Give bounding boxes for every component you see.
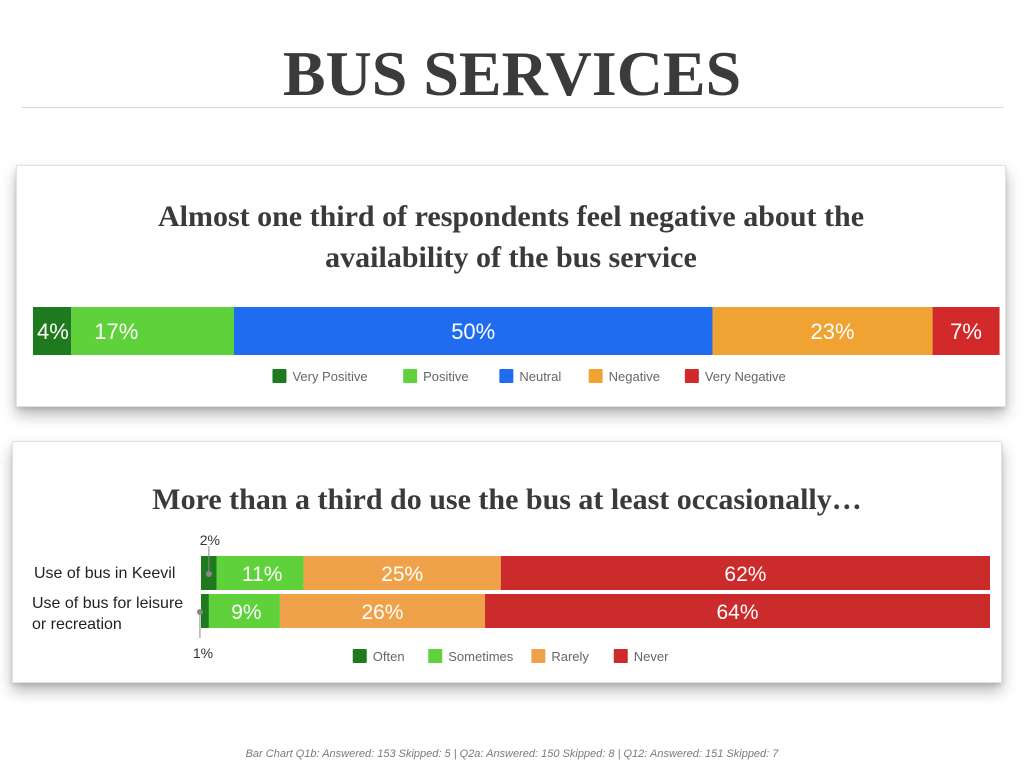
chart-title: Almost one third of respondents feel neg… bbox=[157, 200, 865, 274]
chart-panel-availability: Almost one third of respondents feel neg… bbox=[16, 165, 1006, 407]
chart-panel-usage: More than a third do use the bus at leas… bbox=[12, 441, 1002, 683]
legend-swatch-very-positive bbox=[272, 369, 287, 383]
bar-segment-never bbox=[485, 594, 990, 628]
legend-label-very-positive: Very Positive bbox=[292, 369, 367, 384]
page-title: BUS SERVICES bbox=[282, 38, 742, 109]
legend-label-positive: Positive bbox=[423, 369, 469, 384]
data-label-rarely: 26% bbox=[361, 601, 403, 624]
data-label-neutral: 50% bbox=[451, 319, 495, 344]
category-label: Use of bus in Keevil bbox=[34, 565, 175, 582]
legend-label-often: Often bbox=[373, 649, 405, 664]
chart-legend: Very Positive Positive Neutral Negative Very… bbox=[272, 369, 786, 384]
legend-swatch-sometimes bbox=[428, 649, 443, 663]
category-label-line: or recreation bbox=[32, 616, 122, 633]
bar-segment-very-positive bbox=[33, 307, 72, 355]
legend-label-very-negative: Very Negative bbox=[705, 369, 786, 384]
category-label-line: Use of bus in Keevil bbox=[34, 565, 175, 582]
legend-swatch-neutral bbox=[499, 369, 514, 383]
callout-dot bbox=[205, 571, 212, 577]
data-label-never: 62% bbox=[724, 563, 766, 586]
callout-dot bbox=[196, 609, 203, 615]
bar-segment-sometimes bbox=[208, 594, 280, 628]
legend-swatch-rarely bbox=[531, 649, 546, 663]
legend-label-sometimes: Sometimes bbox=[448, 649, 514, 664]
data-label-positive: 17% bbox=[94, 319, 138, 344]
legend-swatch-negative bbox=[588, 369, 603, 383]
data-label-often: 1% bbox=[193, 645, 213, 661]
category-label-line: Use of bus for leisure bbox=[32, 595, 183, 612]
legend-swatch-never bbox=[613, 649, 628, 663]
legend-swatch-positive bbox=[403, 369, 418, 383]
bar-segment-positive bbox=[71, 307, 234, 355]
data-label-sometimes: 9% bbox=[231, 601, 261, 624]
footnote: Bar Chart Q1b: Answered: 153 Skipped: 5 … bbox=[245, 748, 779, 760]
title-divider bbox=[22, 107, 1004, 108]
category-label: Use of bus for leisure or recreation bbox=[32, 595, 183, 633]
legend-label-never: Never bbox=[634, 649, 669, 664]
data-label-often: 2% bbox=[200, 532, 220, 548]
bar-segment-sometimes bbox=[216, 556, 304, 590]
data-label-very-negative: 7% bbox=[950, 319, 982, 344]
usage-chart: Use of bus in Keevil Use of bus for leisu… bbox=[32, 532, 990, 664]
data-label-never: 64% bbox=[717, 601, 759, 624]
availability-chart: 4% 17% 50% 23% 7% Very Positive Positive Neutra… bbox=[33, 307, 1000, 384]
chart-title: More than a third do use the bus at leas… bbox=[152, 483, 862, 516]
bar-segment-negative bbox=[712, 307, 933, 355]
bar-segment-rarely bbox=[303, 556, 501, 590]
legend-label-rarely: Rarely bbox=[551, 649, 589, 664]
legend-label-negative: Negative bbox=[609, 369, 660, 384]
data-label-negative: 23% bbox=[811, 319, 855, 344]
bar-segment-very-negative bbox=[932, 307, 1000, 355]
bar-segment-rarely bbox=[279, 594, 486, 628]
legend-swatch-often bbox=[352, 649, 367, 663]
legend-swatch-very-negative bbox=[684, 369, 699, 383]
data-label-sometimes: 11% bbox=[242, 563, 282, 586]
bar-segment-often bbox=[201, 594, 209, 628]
bar-segment-neutral bbox=[233, 307, 713, 355]
legend-label-neutral: Neutral bbox=[519, 369, 561, 384]
data-label-rarely: 25% bbox=[381, 563, 423, 586]
data-label-very-positive: 4% bbox=[37, 319, 69, 344]
bar-segment-never bbox=[500, 556, 990, 590]
chart-legend: Often Sometimes Rarely Never bbox=[352, 649, 669, 664]
